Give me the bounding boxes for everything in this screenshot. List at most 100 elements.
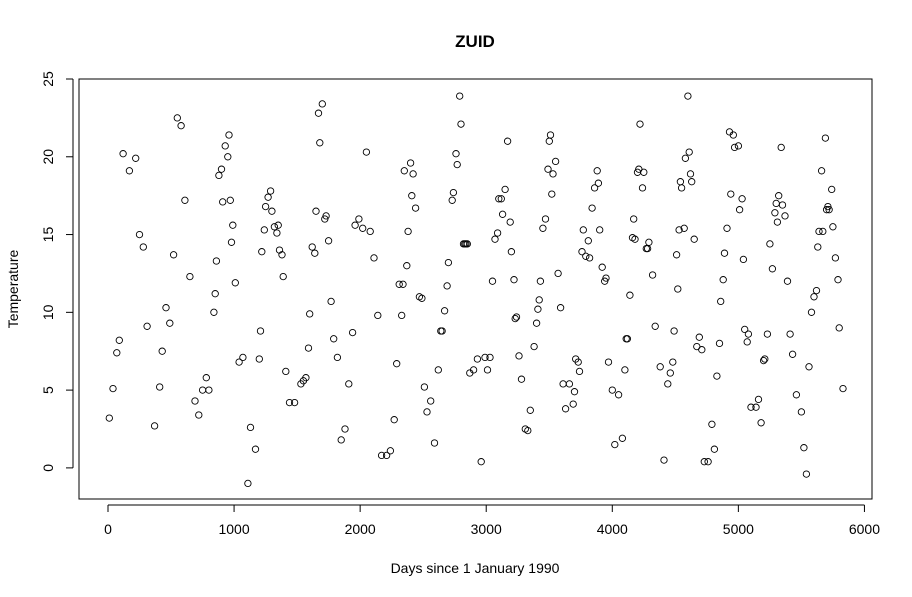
x-tick-label: 3000 <box>471 521 502 537</box>
x-tick-label: 1000 <box>218 521 249 537</box>
data-point <box>626 291 634 299</box>
data-point <box>797 408 806 416</box>
data-point <box>640 168 648 176</box>
data-point <box>330 335 338 343</box>
data-point <box>546 131 555 139</box>
data-point <box>362 148 371 156</box>
data-point <box>664 380 672 388</box>
data-point <box>730 143 739 152</box>
y-tick-label: 25 <box>40 71 56 87</box>
data-point <box>582 252 590 260</box>
data-point <box>766 240 774 248</box>
data-point <box>270 223 279 231</box>
data-point <box>517 375 526 383</box>
data-point <box>302 374 310 382</box>
data-point <box>636 120 644 128</box>
data-point <box>805 363 813 371</box>
data-point <box>526 406 534 414</box>
data-point <box>493 229 502 237</box>
x-tick-label: 5000 <box>723 521 754 537</box>
data-point <box>752 403 760 411</box>
data-point <box>506 218 514 226</box>
data-point <box>205 386 213 394</box>
data-point <box>481 353 489 362</box>
data-point <box>169 251 178 259</box>
data-point <box>734 142 743 150</box>
data-point <box>623 335 632 343</box>
data-point <box>677 184 686 192</box>
data-point <box>135 230 144 239</box>
data-point <box>815 227 823 236</box>
data-point <box>390 416 398 424</box>
data-point <box>744 330 753 338</box>
data-point <box>212 257 221 265</box>
data-point <box>491 235 499 243</box>
data-point <box>235 358 243 366</box>
data-point <box>835 324 843 332</box>
data-point <box>143 322 151 330</box>
data-point <box>278 251 286 259</box>
data-points <box>105 92 847 488</box>
data-point <box>534 305 542 313</box>
data-point <box>660 456 668 464</box>
data-point <box>590 184 599 192</box>
data-point <box>488 277 497 285</box>
data-point <box>337 436 345 444</box>
data-point <box>735 206 744 214</box>
data-point <box>438 327 446 335</box>
y-tick-label: 20 <box>40 149 56 165</box>
data-point <box>741 325 749 334</box>
data-point <box>444 258 453 267</box>
data-point <box>348 328 357 337</box>
data-point <box>312 207 320 215</box>
data-point <box>406 159 415 167</box>
data-point <box>440 307 449 315</box>
data-point <box>398 311 406 320</box>
data-point <box>448 196 456 204</box>
data-point <box>812 286 821 295</box>
data-point <box>554 269 562 278</box>
data-point <box>839 384 847 393</box>
y-tick-label: 5 <box>40 386 56 394</box>
data-point <box>226 196 234 204</box>
data-point <box>456 92 464 100</box>
data-point <box>322 212 330 220</box>
data-point <box>772 199 780 208</box>
data-point <box>810 293 818 301</box>
data-point <box>511 314 519 323</box>
data-point <box>685 148 693 156</box>
data-point <box>575 367 584 376</box>
data-point <box>720 249 729 257</box>
data-point <box>359 224 367 232</box>
data-point <box>382 451 391 460</box>
data-point <box>512 313 521 321</box>
data-point <box>771 209 779 217</box>
data-point <box>290 398 299 407</box>
data-point <box>614 391 623 399</box>
data-point <box>403 262 411 270</box>
data-point <box>788 350 797 358</box>
data-point <box>427 397 435 405</box>
data-point <box>698 346 706 354</box>
data-point <box>453 160 461 169</box>
data-point <box>579 226 587 234</box>
data-point <box>588 204 596 212</box>
y-axis: 0 5 10 15 20 25 <box>40 71 74 472</box>
y-tick-label: 15 <box>40 227 56 243</box>
data-point <box>530 342 538 351</box>
data-point <box>704 458 712 466</box>
data-point <box>219 198 227 206</box>
data-point <box>255 355 263 363</box>
data-point <box>713 372 721 380</box>
data-point <box>598 263 606 271</box>
data-point <box>747 403 755 411</box>
data-point <box>618 434 627 442</box>
data-point <box>377 451 386 460</box>
data-point <box>273 229 281 237</box>
data-point <box>524 426 532 435</box>
data-point <box>501 185 509 194</box>
data-point <box>559 380 567 388</box>
data-point <box>186 272 194 281</box>
data-point <box>162 304 170 312</box>
